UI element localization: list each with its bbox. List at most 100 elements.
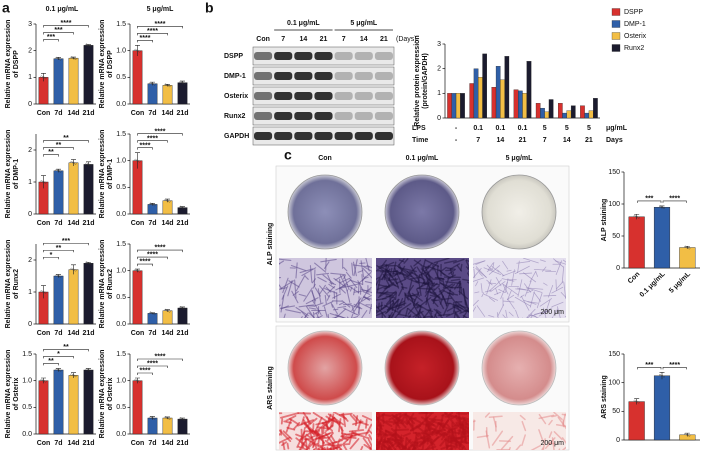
y-axis-label: ARS staining bbox=[601, 375, 608, 419]
error-bar bbox=[86, 261, 91, 265]
texture-stroke bbox=[464, 423, 468, 443]
texture-stroke bbox=[448, 431, 451, 440]
texture-stroke bbox=[387, 314, 391, 318]
replicate-dot bbox=[168, 417, 171, 420]
texture-stroke bbox=[462, 278, 469, 282]
texture-stroke bbox=[326, 432, 334, 442]
x-tick-label: 7d bbox=[54, 220, 62, 227]
texture-stroke bbox=[507, 298, 515, 310]
replicate-dot bbox=[72, 374, 75, 377]
texture-stroke bbox=[314, 262, 327, 273]
replicate-dot bbox=[42, 291, 45, 293]
texture-stroke bbox=[538, 414, 555, 420]
texture-stroke bbox=[363, 443, 371, 450]
texture-stroke bbox=[447, 445, 456, 450]
texture-stroke bbox=[427, 425, 432, 440]
texture-stroke bbox=[376, 412, 380, 418]
replicate-dot bbox=[635, 215, 638, 218]
texture-stroke bbox=[457, 420, 464, 435]
texture-stroke bbox=[316, 272, 330, 276]
blot-band bbox=[374, 132, 393, 140]
texture-stroke bbox=[533, 268, 552, 271]
replicate-dot bbox=[70, 56, 73, 59]
replicate-dot bbox=[85, 43, 88, 46]
y-tick-label: 1 bbox=[28, 179, 32, 186]
texture-stroke bbox=[398, 286, 404, 297]
texture-stroke bbox=[420, 264, 430, 269]
texture-stroke bbox=[357, 270, 364, 273]
replicate-dot bbox=[686, 246, 689, 249]
texture-stroke bbox=[394, 291, 398, 301]
texture-stroke bbox=[475, 281, 479, 287]
legend-label: DMP-1 bbox=[624, 21, 646, 28]
bar bbox=[177, 418, 188, 435]
image-column-label: 5 μg/mL bbox=[506, 155, 534, 162]
bar bbox=[540, 107, 545, 119]
texture-stroke bbox=[312, 283, 316, 289]
x-tick-label: Con bbox=[131, 440, 145, 447]
x-tick-label: 7d bbox=[148, 440, 156, 447]
x-tick-label: Con bbox=[131, 110, 145, 117]
replicate-dot bbox=[55, 368, 58, 371]
bar bbox=[455, 93, 461, 119]
y-tick-label: 0 bbox=[28, 321, 32, 328]
replicate-dot bbox=[153, 417, 156, 420]
texture-stroke bbox=[279, 304, 281, 307]
texture-stroke bbox=[427, 271, 433, 285]
texture-stroke bbox=[346, 289, 351, 303]
texture-stroke bbox=[505, 309, 508, 318]
replicate-dot bbox=[168, 310, 171, 313]
texture-stroke bbox=[279, 258, 292, 261]
scale-bar-label: 200 μm bbox=[541, 309, 565, 316]
bar bbox=[177, 82, 188, 105]
replicate-dot bbox=[134, 378, 137, 381]
texture-stroke bbox=[531, 314, 540, 318]
texture-stroke bbox=[365, 418, 368, 429]
y-axis-label: Relative mRNA expression bbox=[5, 130, 12, 219]
texture-stroke bbox=[497, 304, 505, 317]
blot-band bbox=[334, 72, 353, 80]
bar bbox=[584, 112, 590, 119]
x-tick-label: Con bbox=[37, 220, 51, 227]
texture-stroke bbox=[551, 286, 564, 294]
replicate-dot bbox=[164, 308, 167, 311]
texture-stroke bbox=[409, 295, 415, 301]
texture-stroke bbox=[383, 275, 397, 286]
texture-stroke bbox=[519, 414, 526, 421]
bar bbox=[653, 375, 671, 441]
bar bbox=[570, 105, 576, 119]
texture-stroke bbox=[515, 309, 519, 318]
replicate-dot bbox=[57, 275, 60, 277]
texture-stroke bbox=[448, 289, 455, 294]
significance-bracket bbox=[43, 249, 74, 253]
texture-stroke bbox=[286, 442, 290, 450]
texture-stroke bbox=[389, 310, 397, 318]
replicate-dot bbox=[57, 369, 60, 371]
replicate-dot bbox=[179, 306, 182, 309]
replicate-dot bbox=[138, 50, 141, 53]
replicate-dot bbox=[44, 77, 47, 80]
error-bar bbox=[634, 398, 640, 405]
texture-stroke bbox=[331, 315, 340, 318]
significance-label: **** bbox=[147, 135, 158, 142]
texture-stroke bbox=[445, 429, 451, 437]
column-header: 5 μg/mL bbox=[147, 6, 175, 13]
image-column-label: 0.1 μg/mL bbox=[406, 155, 439, 162]
blot-band bbox=[254, 92, 273, 100]
legend-label: Osterix bbox=[624, 33, 647, 40]
replicate-dot bbox=[149, 81, 152, 84]
x-tick-label: 14d bbox=[161, 440, 173, 447]
texture-stroke bbox=[387, 437, 397, 450]
replicate-dot bbox=[136, 269, 139, 272]
texture-stroke bbox=[539, 259, 546, 262]
legend-swatch bbox=[611, 8, 621, 16]
texture-stroke bbox=[331, 443, 335, 450]
texture-stroke bbox=[348, 429, 365, 433]
x-tick-label: Con bbox=[37, 330, 51, 337]
x-tick-label: Con bbox=[37, 110, 51, 117]
texture-stroke bbox=[508, 311, 514, 317]
texture-stroke bbox=[350, 313, 354, 318]
texture-stroke bbox=[438, 269, 446, 276]
texture-stroke bbox=[362, 437, 372, 450]
y-tick-label: 0.0 bbox=[116, 211, 126, 218]
